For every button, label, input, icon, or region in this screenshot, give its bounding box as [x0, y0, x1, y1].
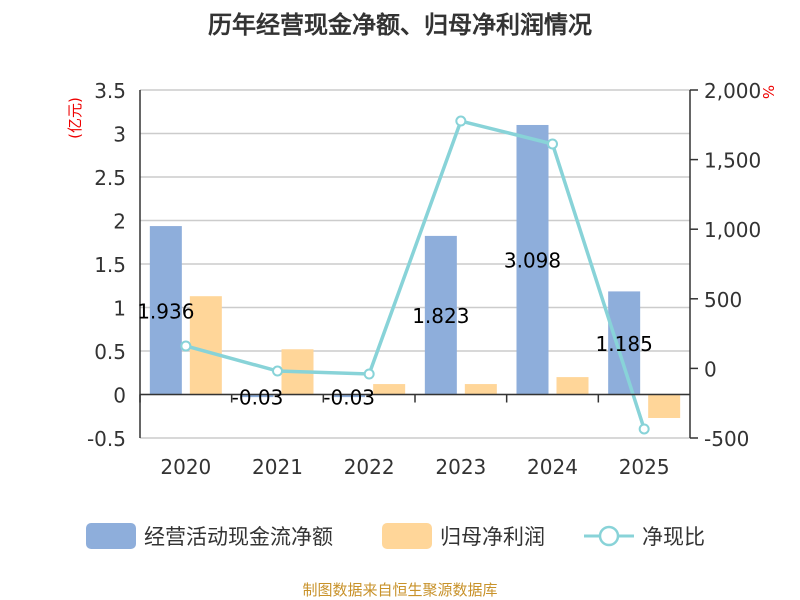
x-tick-label: 2022 — [344, 455, 395, 479]
ratio-point — [363, 368, 375, 380]
right-tick-label: 2,000 — [704, 79, 761, 103]
legend-label: 净现比 — [642, 525, 705, 549]
ratio-point — [638, 423, 650, 435]
bar-data-label: 1.823 — [412, 304, 469, 328]
bar-net-profit — [373, 384, 406, 395]
ratio-line — [185, 118, 646, 430]
right-tick-label: -500 — [704, 427, 749, 451]
right-tick-label: 1,000 — [704, 218, 761, 242]
bar-operating-cash-flow — [241, 394, 274, 398]
right-tick-label: 0 — [704, 357, 717, 381]
right-tick-label: 500 — [704, 288, 742, 312]
left-tick-label: 3 — [113, 123, 126, 147]
ratio-point — [180, 340, 192, 352]
x-tick-label: 2023 — [435, 455, 486, 479]
bar-net-profit — [648, 394, 681, 418]
bar-operating-cash-flow — [608, 291, 641, 395]
bar-operating-cash-flow — [333, 394, 366, 398]
left-tick-label: 1 — [113, 297, 126, 321]
x-tick-label: 2020 — [160, 455, 211, 479]
right-tick-label: 1,500 — [704, 149, 761, 173]
left-tick-label: 2 — [113, 210, 126, 234]
bar-data-label: 1.185 — [596, 332, 653, 356]
left-tick-label: 2.5 — [94, 166, 126, 190]
bar-data-label: 1.936 — [137, 299, 194, 323]
bar-net-profit — [189, 296, 222, 395]
x-tick-label: 2025 — [619, 455, 670, 479]
x-tick-label: 2021 — [252, 455, 303, 479]
right-axis-unit: % — [759, 85, 777, 99]
left-tick-label: 1.5 — [94, 253, 126, 277]
left-tick-label: -0.5 — [87, 427, 126, 451]
bar-net-profit — [556, 377, 589, 395]
bar-operating-cash-flow — [516, 124, 549, 395]
bar-operating-cash-flow — [149, 226, 182, 395]
left-tick-label: 0.5 — [94, 340, 126, 364]
left-tick-label: 3.5 — [94, 79, 126, 103]
bar-operating-cash-flow — [424, 235, 457, 395]
legend-marker-ratio — [598, 525, 620, 547]
ratio-point — [547, 138, 558, 150]
left-axis-unit: (亿元) — [66, 97, 84, 139]
ratio-point — [272, 365, 283, 377]
legend-label: 归母净利润 — [440, 525, 545, 549]
legend-label: 经营活动现金流净额 — [144, 525, 333, 549]
left-tick-label: 0 — [113, 384, 126, 408]
ratio-point — [455, 115, 467, 127]
chart-title: 历年经营现金净额、归母净利润情况 — [208, 11, 592, 39]
bar-data-label: 3.098 — [504, 249, 561, 273]
bar-net-profit — [464, 384, 497, 395]
bar-data-label: -0.03 — [323, 386, 375, 410]
bar-data-label: -0.03 — [232, 386, 284, 410]
source-note: 制图数据来自恒生聚源数据库 — [302, 581, 497, 599]
legend-swatch-net-profit — [382, 523, 432, 549]
x-tick-label: 2024 — [527, 455, 578, 479]
legend-swatch-operating-cash-flow — [86, 523, 136, 549]
